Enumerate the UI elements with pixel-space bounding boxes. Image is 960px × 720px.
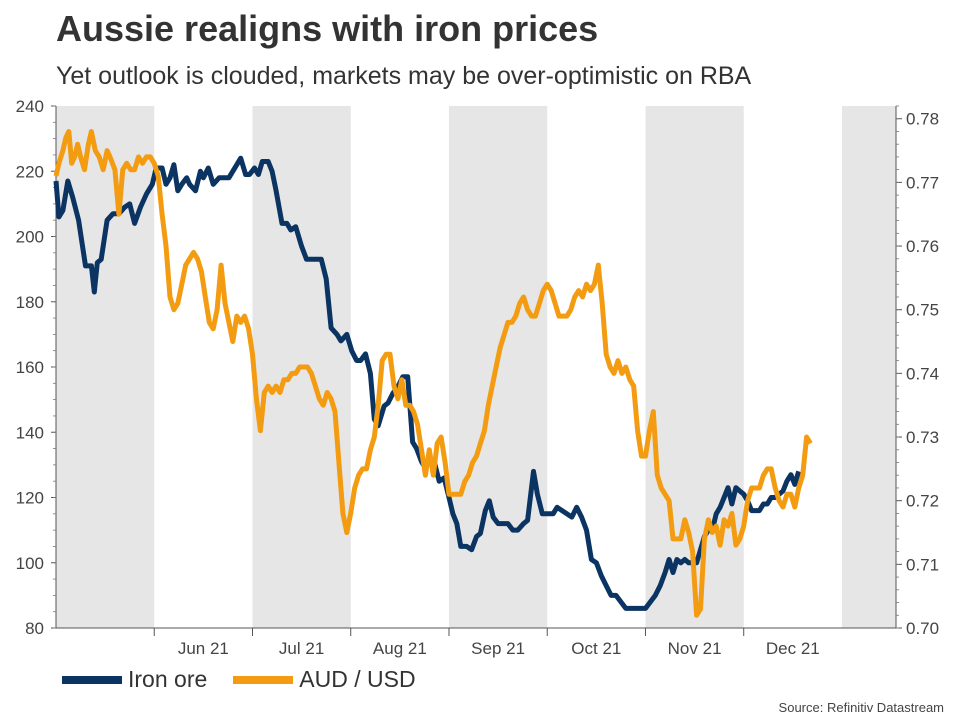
legend-label-iron-ore: Iron ore <box>128 666 208 692</box>
right-y-tick-label: 0.70 <box>906 619 939 638</box>
right-y-tick-label: 0.76 <box>906 237 939 256</box>
legend-swatch-iron-ore <box>62 675 122 684</box>
x-tick-label: Sep 21 <box>471 639 525 658</box>
left-y-tick-label: 180 <box>16 293 44 312</box>
left-y-tick-label: 240 <box>16 97 44 116</box>
right-y-tick-label: 0.75 <box>906 301 939 320</box>
x-tick-label: Oct 21 <box>571 639 621 658</box>
right-y-tick-label: 0.77 <box>906 173 939 192</box>
x-tick-label: Aug 21 <box>373 639 427 658</box>
left-y-tick-label: 80 <box>25 619 44 638</box>
left-y-tick-label: 100 <box>16 554 44 573</box>
right-y-tick-label: 0.74 <box>906 364 939 383</box>
shaded-band-3 <box>645 106 744 628</box>
left-y-tick-label: 160 <box>16 358 44 377</box>
left-y-tick-label: 200 <box>16 228 44 247</box>
right-y-tick-label: 0.71 <box>906 555 939 574</box>
left-y-tick-label: 140 <box>16 423 44 442</box>
left-y-tick-label: 120 <box>16 489 44 508</box>
legend-label-aud-usd: AUD / USD <box>299 666 416 692</box>
chart-title: Aussie realigns with iron prices <box>56 8 599 49</box>
x-tick-label: Jun 21 <box>178 639 229 658</box>
x-tick-label: Jul 21 <box>279 639 324 658</box>
legend-item-iron-ore: Iron ore <box>62 666 207 693</box>
legend: Iron ore AUD / USD <box>62 666 442 693</box>
legend-swatch-aud-usd <box>233 675 294 684</box>
chart-subtitle: Yet outlook is clouded, markets may be o… <box>56 62 752 90</box>
legend-item-aud-usd: AUD / USD <box>233 666 416 693</box>
source-note: Source: Refinitiv Datastream <box>778 700 944 715</box>
x-tick-label: Nov 21 <box>668 639 722 658</box>
x-tick-label: Dec 21 <box>766 639 820 658</box>
shaded-band-4 <box>841 106 896 628</box>
left-y-tick-label: 220 <box>16 162 44 181</box>
right-y-tick-label: 0.73 <box>906 428 939 447</box>
series-line-aud-usd <box>53 129 813 618</box>
right-y-tick-label: 0.72 <box>906 492 939 511</box>
right-y-tick-label: 0.78 <box>906 110 939 129</box>
